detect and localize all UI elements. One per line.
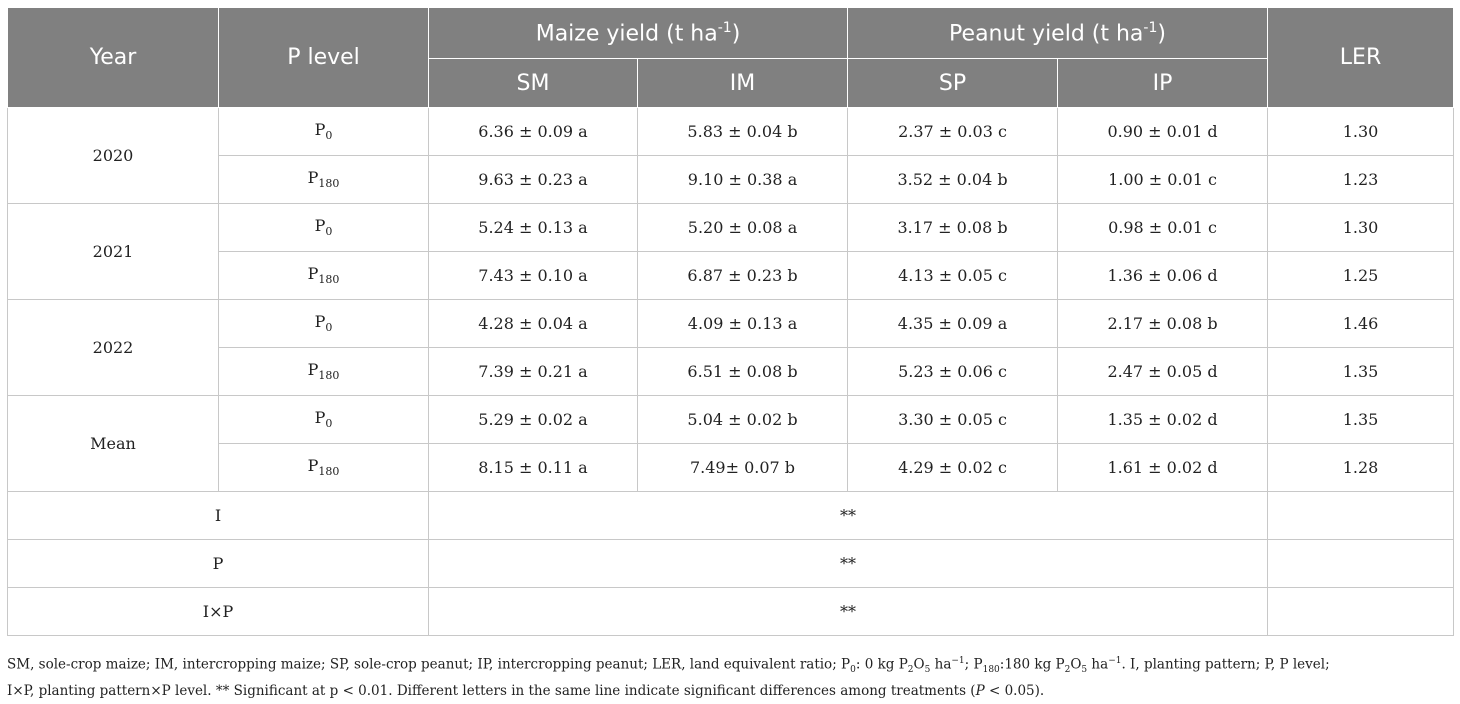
ler-cell: 1.46 <box>1267 299 1455 348</box>
ler-cell: 1.35 <box>1267 347 1455 396</box>
factor-cell: I×P <box>7 587 429 636</box>
sm-cell: 8.15 ± 0.11 a <box>428 443 638 492</box>
sm-cell: 5.29 ± 0.02 a <box>428 395 638 444</box>
p-level-cell: P0 <box>218 395 429 444</box>
sp-cell: 5.23 ± 0.06 c <box>847 347 1059 396</box>
im-cell: 5.20 ± 0.08 a <box>636 203 849 252</box>
sp-cell: 3.52 ± 0.04 b <box>847 155 1059 204</box>
significance-cell: ** <box>427 491 1269 540</box>
table-row: P180 9.63 ± 0.23 a 9.10 ± 0.38 a 3.52 ± … <box>8 155 1455 204</box>
table-row: P180 8.15 ± 0.11 a 7.49± 0.07 b 4.29 ± 0… <box>8 443 1455 492</box>
sm-cell: 7.43 ± 0.10 a <box>428 251 638 300</box>
ler-cell: 1.23 <box>1267 155 1455 204</box>
im-cell: 9.10 ± 0.38 a <box>636 155 849 204</box>
p-level-cell: P0 <box>218 299 429 348</box>
sm-cell: 6.36 ± 0.09 a <box>428 107 638 156</box>
header-im: IM <box>636 58 849 108</box>
header-ler: LER <box>1267 7 1455 108</box>
header-maize-yield: Maize yield (t ha-1) <box>427 7 849 59</box>
significance-cell: ** <box>427 539 1269 588</box>
data-table-container: Year P level Maize yield (t ha-1) Peanut… <box>7 7 1455 636</box>
empty-cell <box>1267 539 1455 588</box>
factor-cell: P <box>7 539 429 588</box>
p-level-cell: P0 <box>218 107 429 156</box>
ip-cell: 0.90 ± 0.01 d <box>1057 107 1269 156</box>
table-row: Mean P0 5.29 ± 0.02 a 5.04 ± 0.02 b 3.30… <box>7 395 1455 492</box>
p-level-cell: P0 <box>218 203 429 252</box>
sm-cell: 4.28 ± 0.04 a <box>428 299 638 348</box>
table-row: 2021 P0 5.24 ± 0.13 a 5.20 ± 0.08 a 3.17… <box>7 203 1455 300</box>
header-sp: SP <box>847 58 1059 108</box>
table-row: P180 7.39 ± 0.21 a 6.51 ± 0.08 b 5.23 ± … <box>8 347 1455 396</box>
sm-cell: 7.39 ± 0.21 a <box>428 347 638 396</box>
sp-cell: 3.17 ± 0.08 b <box>847 203 1059 252</box>
header-year: Year <box>7 7 219 108</box>
sm-cell: 5.24 ± 0.13 a <box>428 203 638 252</box>
im-cell: 5.04 ± 0.02 b <box>636 395 849 444</box>
footnote-line-1: SM, sole-crop maize; IM, intercropping m… <box>7 656 1330 676</box>
table-row: P180 7.43 ± 0.10 a 6.87 ± 0.23 b 4.13 ± … <box>8 251 1455 300</box>
significance-cell: ** <box>427 587 1269 636</box>
p-level-cell: P180 <box>218 251 429 300</box>
sp-cell: 3.30 ± 0.05 c <box>847 395 1059 444</box>
sp-cell: 4.13 ± 0.05 c <box>847 251 1059 300</box>
ler-cell: 1.35 <box>1267 395 1455 444</box>
im-cell: 7.49± 0.07 b <box>636 443 849 492</box>
ler-cell: 1.30 <box>1267 107 1455 156</box>
empty-cell <box>1267 587 1455 636</box>
ler-cell: 1.28 <box>1267 443 1455 492</box>
p-level-cell: P180 <box>218 347 429 396</box>
im-cell: 4.09 ± 0.13 a <box>636 299 849 348</box>
yield-table: Year P level Maize yield (t ha-1) Peanut… <box>7 7 1455 636</box>
table-row: 2022 P0 4.28 ± 0.04 a 4.09 ± 0.13 a 4.35… <box>7 299 1455 396</box>
ip-cell: 0.98 ± 0.01 c <box>1057 203 1269 252</box>
im-cell: 5.83 ± 0.04 b <box>636 107 849 156</box>
header-ip: IP <box>1057 58 1269 108</box>
ip-cell: 1.36 ± 0.06 d <box>1057 251 1269 300</box>
table-footnote: SM, sole-crop maize; IM, intercropping m… <box>7 651 1453 702</box>
significance-row: I ** <box>7 491 1455 540</box>
header-sm: SM <box>428 58 638 108</box>
sp-cell: 4.29 ± 0.02 c <box>847 443 1059 492</box>
im-cell: 6.51 ± 0.08 b <box>636 347 849 396</box>
empty-cell <box>1267 491 1455 540</box>
ler-cell: 1.30 <box>1267 203 1455 252</box>
year-cell: Mean <box>7 395 219 492</box>
ip-cell: 1.00 ± 0.01 c <box>1057 155 1269 204</box>
p-level-cell: P180 <box>218 155 429 204</box>
ip-cell: 1.61 ± 0.02 d <box>1057 443 1269 492</box>
sm-cell: 9.63 ± 0.23 a <box>428 155 638 204</box>
ip-cell: 2.17 ± 0.08 b <box>1057 299 1269 348</box>
year-cell: 2021 <box>7 203 219 300</box>
p-level-cell: P180 <box>218 443 429 492</box>
table-row: 2020 P0 6.36 ± 0.09 a 5.83 ± 0.04 b 2.37… <box>7 107 1455 204</box>
header-peanut-yield: Peanut yield (t ha-1) <box>847 7 1269 59</box>
im-cell: 6.87 ± 0.23 b <box>636 251 849 300</box>
year-cell: 2022 <box>7 299 219 396</box>
sp-cell: 4.35 ± 0.09 a <box>847 299 1059 348</box>
header-p-level: P level <box>218 7 429 108</box>
factor-cell: I <box>7 491 429 540</box>
footnote-line-2: I×P, planting pattern×P level. ** Signif… <box>7 683 1045 700</box>
significance-row: I×P ** <box>7 587 1455 636</box>
ip-cell: 1.35 ± 0.02 d <box>1057 395 1269 444</box>
sp-cell: 2.37 ± 0.03 c <box>847 107 1059 156</box>
significance-row: P ** <box>7 539 1455 588</box>
year-cell: 2020 <box>7 107 219 204</box>
ip-cell: 2.47 ± 0.05 d <box>1057 347 1269 396</box>
ler-cell: 1.25 <box>1267 251 1455 300</box>
